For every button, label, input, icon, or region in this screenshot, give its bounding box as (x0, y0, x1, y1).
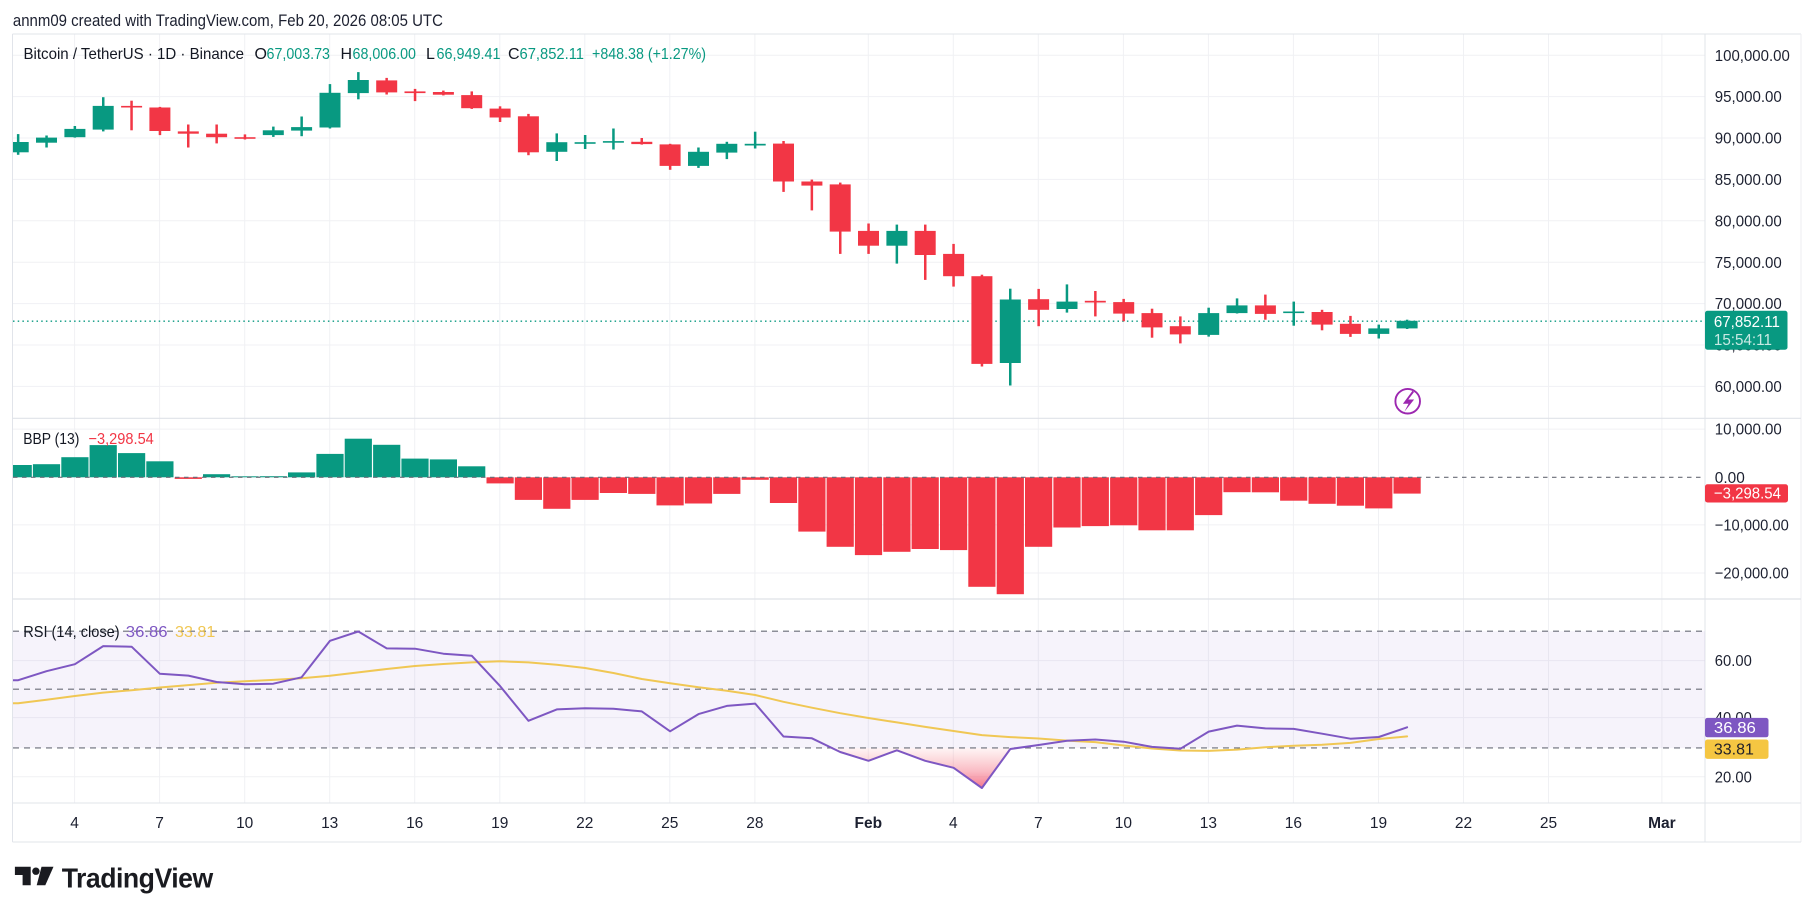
svg-text:16: 16 (1285, 815, 1302, 832)
svg-text:Feb: Feb (855, 815, 883, 832)
svg-text:13: 13 (1200, 815, 1217, 832)
svg-text:25: 25 (661, 815, 678, 832)
svg-text:4: 4 (949, 815, 958, 832)
svg-text:16: 16 (406, 815, 423, 832)
svg-text:25: 25 (1540, 815, 1557, 832)
svg-text:TradingView: TradingView (62, 862, 214, 893)
svg-text:100,000.00: 100,000.00 (1715, 48, 1790, 65)
svg-text:28: 28 (746, 815, 763, 832)
svg-text:33.81: 33.81 (1714, 741, 1754, 758)
svg-text:Bitcoin / TetherUS · 1D · Bina: Bitcoin / TetherUS · 1D · Binance O67,003… (24, 46, 707, 63)
svg-text:67,852.11: 67,852.11 (1714, 314, 1780, 331)
svg-text:80,000.00: 80,000.00 (1715, 213, 1782, 230)
svg-text:7: 7 (1034, 815, 1043, 832)
svg-text:22: 22 (576, 815, 593, 832)
svg-text:19: 19 (491, 815, 508, 832)
svg-text:0.00: 0.00 (1715, 470, 1745, 487)
svg-text:−10,000.00: −10,000.00 (1715, 518, 1789, 535)
svg-text:36.86: 36.86 (1714, 720, 1756, 737)
svg-text:13: 13 (321, 815, 338, 832)
svg-text:10: 10 (236, 815, 254, 832)
svg-text:90,000.00: 90,000.00 (1715, 131, 1782, 148)
svg-text:Mar: Mar (1648, 815, 1676, 832)
svg-text:70,000.00: 70,000.00 (1715, 296, 1782, 313)
svg-text:85,000.00: 85,000.00 (1715, 172, 1782, 189)
svg-text:10,000.00: 10,000.00 (1715, 422, 1782, 439)
svg-text:75,000.00: 75,000.00 (1715, 255, 1782, 272)
svg-text:20.00: 20.00 (1715, 769, 1752, 786)
svg-text:95,000.00: 95,000.00 (1715, 89, 1782, 106)
svg-text:7: 7 (155, 815, 164, 832)
svg-text:10: 10 (1115, 815, 1133, 832)
svg-text:60,000.00: 60,000.00 (1715, 379, 1782, 396)
svg-text:60.00: 60.00 (1715, 653, 1752, 670)
svg-text:4: 4 (70, 815, 79, 832)
svg-text:BBP (13)−3,298.54: BBP (13) −3,298.54 (23, 431, 154, 448)
svg-text:22: 22 (1455, 815, 1472, 832)
svg-text:15:54:11: 15:54:11 (1714, 332, 1772, 349)
svg-text:−3,298.54: −3,298.54 (1714, 485, 1781, 502)
svg-text:−20,000.00: −20,000.00 (1715, 566, 1789, 583)
svg-text:annm09 created with TradingVie: annm09 created with TradingView.com, Feb… (13, 12, 443, 30)
svg-text:19: 19 (1370, 815, 1387, 832)
